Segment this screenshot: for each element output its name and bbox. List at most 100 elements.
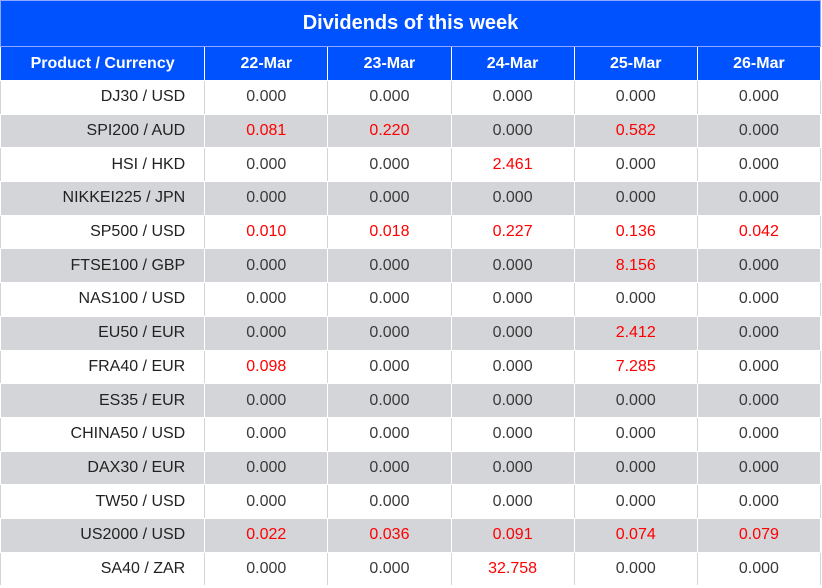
table-row: CHINA50 / USD 0.000 0.000 0.000 0.000 0.000 [0,416,822,452]
dividend-value-cell: 0.000 [696,181,822,216]
dividend-value-cell: 0.136 [573,214,698,250]
table-row: EU50 / EUR 0.000 0.000 0.000 2.412 0.000 [0,315,822,351]
dividend-value-cell: 0.000 [573,551,698,587]
product-cell: SP500 / USD [0,214,206,250]
header-row: Product / Currency 22-Mar 23-Mar 24-Mar … [0,46,822,81]
dividend-value-cell: 32.758 [450,551,575,587]
dividend-value-cell: 0.000 [573,484,698,519]
dividend-value-cell: 0.000 [204,315,329,351]
table-row: DAX30 / EUR 0.000 0.000 0.000 0.000 0.000 [0,450,822,486]
dividend-value-cell: 0.042 [696,214,822,250]
dividend-value-cell: 0.000 [696,383,822,418]
dividend-value-cell: 0.000 [573,147,698,183]
dividend-value-cell: 0.000 [696,450,822,486]
dividend-value-cell: 0.000 [573,80,698,115]
product-cell: DJ30 / USD [0,80,206,115]
dividend-value-cell: 0.220 [327,113,452,149]
dividend-value-cell: 0.000 [204,484,329,519]
dividend-value-cell: 0.000 [327,147,452,183]
dividend-value-cell: 0.010 [204,214,329,250]
dividend-value-cell: 0.000 [450,80,575,115]
dividend-value-cell: 0.000 [450,113,575,149]
table-row: ES35 / EUR 0.000 0.000 0.000 0.000 0.000 [0,383,822,418]
dividend-value-cell: 0.000 [696,147,822,183]
dividend-value-cell: 0.000 [327,282,452,317]
dividend-value-cell: 0.000 [204,80,329,115]
dividend-value-cell: 0.000 [327,181,452,216]
column-header-date: 24-Mar [450,46,575,81]
table-row: FTSE100 / GBP 0.000 0.000 0.000 8.156 0.000 [0,248,822,284]
dividend-value-cell: 0.000 [696,315,822,351]
dividend-value-cell: 0.000 [696,282,822,317]
dividend-value-cell: 0.000 [204,147,329,183]
dividend-value-cell: 2.412 [573,315,698,351]
dividend-value-cell: 0.000 [450,181,575,216]
dividend-value-cell: 0.000 [327,80,452,115]
dividend-value-cell: 0.098 [204,349,329,385]
dividend-value-cell: 0.000 [450,349,575,385]
dividend-value-cell: 0.000 [327,315,452,351]
table-row: TW50 / USD 0.000 0.000 0.000 0.000 0.000 [0,484,822,519]
column-header-date: 26-Mar [696,46,822,81]
table-row: DJ30 / USD 0.000 0.000 0.000 0.000 0.000 [0,80,822,115]
dividend-value-cell: 0.000 [573,450,698,486]
dividend-value-cell: 0.000 [696,484,822,519]
table-row: NIKKEI225 / JPN 0.000 0.000 0.000 0.000 0.000 [0,181,822,216]
dividend-value-cell: 0.000 [204,181,329,216]
dividend-value-cell: 2.461 [450,147,575,183]
dividend-value-cell: 0.079 [696,517,822,553]
dividend-value-cell: 0.000 [204,282,329,317]
product-cell: NAS100 / USD [0,282,206,317]
dividend-value-cell: 0.000 [450,315,575,351]
table-row: SPI200 / AUD 0.081 0.220 0.000 0.582 0.000 [0,113,822,149]
dividend-value-cell: 0.036 [327,517,452,553]
product-cell: HSI / HKD [0,147,206,183]
product-cell: CHINA50 / USD [0,416,206,452]
product-cell: ES35 / EUR [0,383,206,418]
table-row: US2000 / USD 0.022 0.036 0.091 0.074 0.079 [0,517,822,553]
table-row: SP500 / USD 0.010 0.018 0.227 0.136 0.042 [0,214,822,250]
product-cell: TW50 / USD [0,484,206,519]
column-header-date: 23-Mar [327,46,452,81]
table-row: NAS100 / USD 0.000 0.000 0.000 0.000 0.000 [0,282,822,317]
dividend-value-cell: 0.000 [573,282,698,317]
dividend-value-cell: 0.000 [204,551,329,587]
product-cell: FRA40 / EUR [0,349,206,385]
dividend-value-cell: 0.000 [573,416,698,452]
table-row: FRA40 / EUR 0.098 0.000 0.000 7.285 0.000 [0,349,822,385]
table-body: DJ30 / USD 0.000 0.000 0.000 0.000 0.000 SPI20… [0,80,822,587]
product-cell: EU50 / EUR [0,315,206,351]
dividend-value-cell: 0.000 [696,80,822,115]
column-header-date: 25-Mar [573,46,698,81]
dividend-value-cell: 0.000 [204,248,329,284]
dividend-value-cell: 0.018 [327,214,452,250]
dividend-value-cell: 0.000 [450,383,575,418]
table-row: HSI / HKD 0.000 0.000 2.461 0.000 0.000 [0,147,822,183]
dividend-value-cell: 8.156 [573,248,698,284]
dividend-value-cell: 0.091 [450,517,575,553]
dividend-value-cell: 0.000 [327,450,452,486]
column-header-product: Product / Currency [0,46,206,81]
dividend-value-cell: 0.000 [450,282,575,317]
table-title: Dividends of this week [0,0,821,47]
dividend-value-cell: 0.000 [696,416,822,452]
dividend-value-cell: 0.000 [327,383,452,418]
dividend-value-cell: 7.285 [573,349,698,385]
dividend-value-cell: 0.227 [450,214,575,250]
dividend-value-cell: 0.000 [204,383,329,418]
product-cell: SPI200 / AUD [0,113,206,149]
dividend-value-cell: 0.000 [696,551,822,587]
dividend-value-cell: 0.000 [204,416,329,452]
dividend-value-cell: 0.000 [450,248,575,284]
product-cell: NIKKEI225 / JPN [0,181,206,216]
dividend-value-cell: 0.582 [573,113,698,149]
dividend-value-cell: 0.000 [573,383,698,418]
dividend-value-cell: 0.000 [327,248,452,284]
dividend-value-cell: 0.000 [450,484,575,519]
dividend-value-cell: 0.000 [573,181,698,216]
dividend-value-cell: 0.022 [204,517,329,553]
dividend-value-cell: 0.000 [696,349,822,385]
dividend-value-cell: 0.000 [696,113,822,149]
